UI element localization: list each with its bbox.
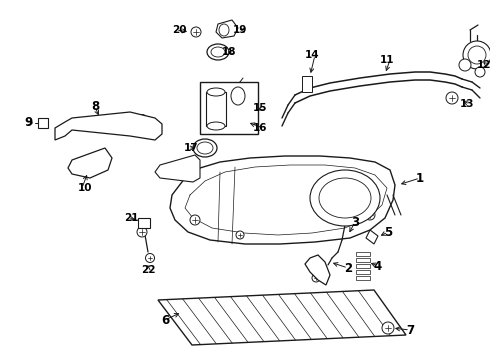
Text: 6: 6 [161,314,169,327]
Text: 11: 11 [379,55,394,65]
Text: 12: 12 [476,60,490,70]
Text: 10: 10 [78,183,93,193]
Text: 3: 3 [351,216,359,229]
Text: 4: 4 [374,260,382,273]
Text: 18: 18 [221,47,236,57]
Bar [356,252,370,256]
Ellipse shape [310,170,380,226]
Ellipse shape [231,87,245,105]
Text: 8: 8 [91,100,99,113]
Bar [356,258,370,262]
Text: 22: 22 [141,265,155,275]
Text: 13: 13 [460,99,474,109]
Ellipse shape [211,47,225,57]
Text: 21: 21 [124,213,139,223]
Bar [206,92,226,126]
Ellipse shape [365,210,375,220]
Text: 17: 17 [184,143,198,153]
Polygon shape [366,230,378,244]
Ellipse shape [207,44,229,60]
Bar [302,76,312,92]
Ellipse shape [207,88,225,96]
Polygon shape [158,290,406,345]
Text: 1: 1 [416,171,424,184]
Ellipse shape [236,231,244,239]
Ellipse shape [197,142,213,154]
Ellipse shape [207,122,225,130]
Polygon shape [216,20,238,38]
Text: 16: 16 [252,123,267,133]
Ellipse shape [84,158,92,166]
Text: 15: 15 [252,103,267,113]
Ellipse shape [382,322,394,334]
Text: 7: 7 [406,324,414,337]
Bar [38,118,48,128]
Ellipse shape [463,41,490,69]
Ellipse shape [312,274,320,282]
Ellipse shape [190,215,200,225]
Bar [200,82,258,134]
Polygon shape [68,148,112,178]
Ellipse shape [319,178,371,218]
Ellipse shape [137,227,147,237]
Ellipse shape [475,67,485,77]
Ellipse shape [219,24,229,36]
Bar [356,264,370,268]
Ellipse shape [146,253,154,262]
Bar [356,276,370,280]
Ellipse shape [459,59,471,71]
Ellipse shape [137,114,147,126]
Text: 20: 20 [172,25,187,35]
Text: 9: 9 [24,117,32,130]
Text: 5: 5 [384,225,392,238]
Ellipse shape [193,139,217,157]
Polygon shape [305,255,330,285]
Bar [138,218,150,228]
Ellipse shape [74,118,85,130]
Text: 19: 19 [233,25,247,35]
Bar [356,270,370,274]
Polygon shape [155,155,200,182]
Text: 2: 2 [344,261,352,274]
Ellipse shape [468,46,486,64]
Ellipse shape [446,92,458,104]
Polygon shape [55,112,162,140]
Ellipse shape [191,27,201,37]
Polygon shape [170,156,395,244]
Text: 14: 14 [304,50,319,60]
